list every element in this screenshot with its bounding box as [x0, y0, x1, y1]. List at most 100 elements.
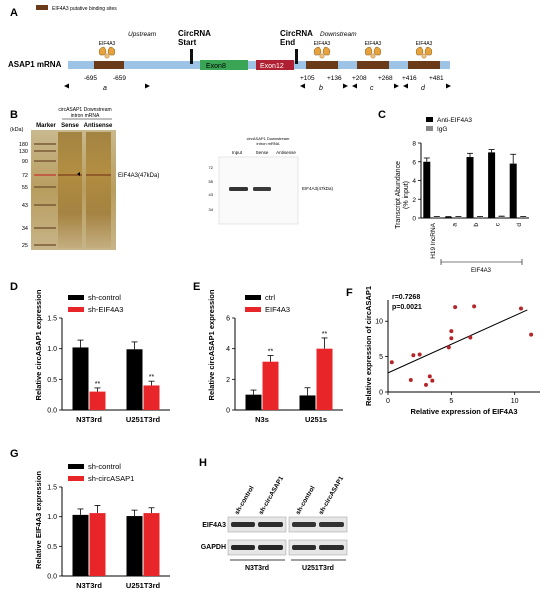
circ-start-line2: Start — [178, 38, 197, 47]
chart-e: 0 2 4 6 ** N3s ** U251s ctrl EIF4A3 — [226, 293, 343, 424]
site-a-end: -659 — [113, 75, 126, 82]
marker-band — [34, 160, 56, 162]
panel-e-letter: E — [193, 281, 200, 293]
marker-band — [34, 204, 56, 206]
site-b-start: +105 — [300, 75, 315, 82]
bar — [72, 347, 89, 410]
circ-start-marker — [190, 49, 193, 64]
band-gapdh-2 — [258, 545, 283, 550]
site-b-letter: b — [319, 85, 323, 92]
protein-label-a: EIF4A3 — [99, 41, 116, 47]
x-tick-label: 0 — [386, 398, 390, 405]
panel-h-letter: H — [199, 457, 207, 469]
y-tick-label: 6 — [226, 316, 230, 323]
scatter-point — [468, 335, 473, 340]
circ-end-line2: End — [280, 38, 295, 47]
chart-d: 0.0 0.5 1.0 1.5 ** N3T3rd ** U251T3rd sh-control… — [47, 293, 170, 424]
band-eif4a3-3 — [292, 522, 316, 527]
h-cell-n3t3rd: N3T3rd — [245, 565, 269, 572]
site-a-box — [94, 61, 124, 69]
binding-site-c: EIF4A3 +208 +268 c — [352, 41, 399, 92]
band-arrow-icon — [77, 172, 80, 176]
legend-swatch — [68, 476, 84, 481]
mw-72: 72 — [22, 173, 28, 179]
significance-label: ** — [268, 349, 274, 356]
scatter-point — [446, 345, 451, 350]
panel-d-ylabel: Relative circASAP1 expression — [34, 289, 43, 400]
wb-mw-34: 34 — [209, 207, 214, 212]
legend-label: Anti-EIF4A3 — [437, 117, 472, 124]
legend-label: ctrl — [265, 293, 275, 302]
bar — [143, 385, 160, 410]
primer-forward-icon — [64, 83, 69, 89]
y-tick-label: 0.0 — [47, 408, 57, 415]
h-lane-4: sh-circASAP1 — [318, 475, 346, 516]
binding-site-a: EIF4A3 -695 -659 a — [64, 41, 150, 92]
y-tick-label: 1.0 — [47, 346, 57, 353]
bar — [498, 216, 506, 218]
primer-reverse-icon — [145, 83, 150, 89]
x-tick-label: c — [495, 222, 502, 226]
panel-c: C Transcript Abundance (% input) 0 2 4 6 8 H1… — [378, 109, 529, 274]
group-label: EIF4A3 — [471, 268, 492, 274]
bar — [433, 217, 441, 218]
primer-reverse-icon — [343, 83, 348, 89]
bar — [316, 348, 333, 410]
site-c-start: +208 — [352, 75, 367, 82]
protein-core-icon — [319, 53, 325, 59]
legend-swatch — [68, 464, 84, 469]
marker-label: Marker — [36, 123, 56, 129]
blot-gapdh-right — [288, 539, 348, 556]
legend-swatch — [426, 126, 433, 131]
site-d-end: +481 — [429, 75, 444, 82]
y-tick-label: 1.5 — [47, 485, 57, 492]
scatter-point — [529, 332, 534, 337]
legend-label: sh-EIF4A3 — [88, 305, 123, 314]
y-tick-label: 0.5 — [47, 544, 57, 551]
site-d-letter: d — [421, 85, 426, 92]
panel-h: H sh-control sh-circASAP1 sh-control sh-… — [199, 457, 348, 572]
marker-bands — [34, 143, 56, 246]
bar — [488, 152, 496, 218]
exon8-box — [200, 60, 248, 70]
wb-band-input — [229, 187, 248, 191]
antisense-band — [86, 174, 111, 176]
panel-d-letter: D — [10, 281, 18, 293]
x-tick-label: N3T3rd — [76, 415, 102, 424]
sense-lane — [58, 132, 82, 248]
protein-label-b: EIF4A3 — [314, 41, 331, 47]
legend-label: EIF4A3 — [265, 305, 290, 314]
bar — [72, 514, 89, 576]
x-tick-label: H19 lncRNA — [430, 222, 437, 258]
exon12-label: Exon12 — [260, 63, 284, 70]
significance-label: ** — [322, 331, 328, 338]
marker-band — [34, 186, 56, 188]
legend-swatch — [68, 295, 84, 300]
band-gapdh-3 — [292, 545, 316, 550]
circ-start-line1: CircRNA — [178, 29, 211, 38]
scatter-point — [449, 329, 454, 334]
marker-band — [34, 150, 56, 152]
scatter-point — [411, 353, 416, 358]
panel-a: A EIF4A3 putative binding sites Upstream… — [8, 5, 451, 92]
legend-binding-sites: EIF4A3 putative binding sites — [52, 6, 117, 12]
primer-reverse-icon — [394, 83, 399, 89]
wb-mw-55: 55 — [209, 179, 214, 184]
panel-c-ylabel-2: (% input) — [403, 181, 410, 209]
primer-reverse-icon — [446, 83, 451, 89]
p-value: p=0.0021 — [392, 304, 422, 311]
scatter-point — [449, 336, 454, 341]
protein-label-c: EIF4A3 — [365, 41, 382, 47]
x-tick-label: a — [451, 223, 458, 227]
legend-swatch — [68, 307, 84, 312]
bar — [519, 217, 527, 218]
band-eif4a3-1 — [231, 522, 255, 527]
panel-c-letter: C — [378, 109, 386, 121]
h-lane-2: sh-circASAP1 — [258, 475, 286, 516]
protein-core-icon — [421, 53, 427, 59]
circ-end-marker — [295, 49, 298, 64]
chart-f: 0 5 10 0 5 10 Relative expression of EIF4A3 Rel… — [364, 286, 540, 416]
bar — [89, 513, 106, 576]
site-a-letter: a — [103, 85, 107, 92]
wb-mw-43: 43 — [209, 192, 214, 197]
